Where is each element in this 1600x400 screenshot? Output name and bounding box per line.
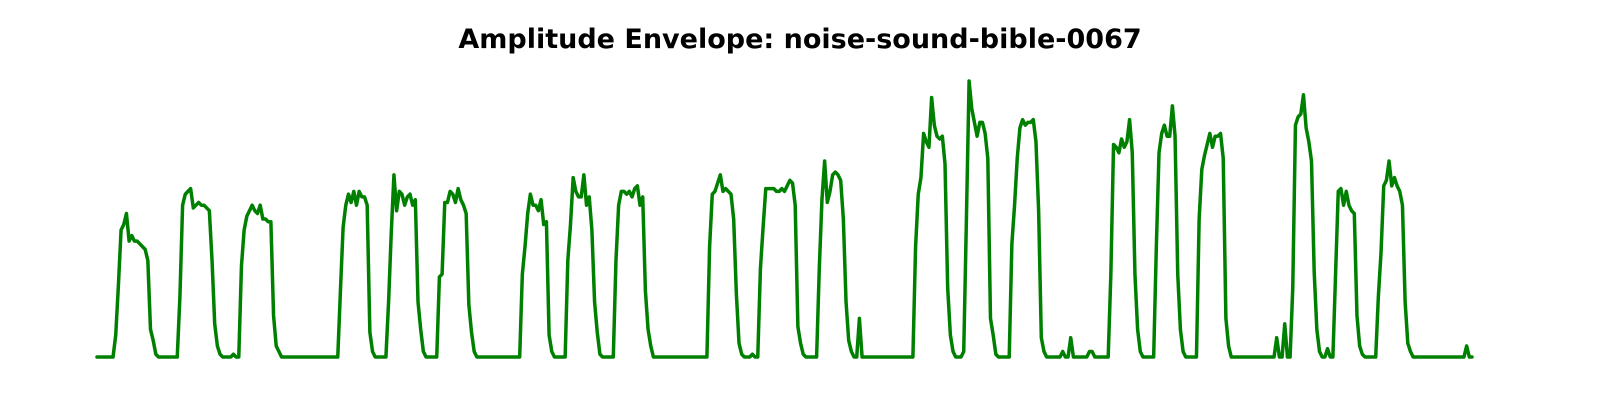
amplitude-envelope-line [95,79,1474,359]
chart-title: Amplitude Envelope: noise-sound-bible-00… [458,24,1142,55]
